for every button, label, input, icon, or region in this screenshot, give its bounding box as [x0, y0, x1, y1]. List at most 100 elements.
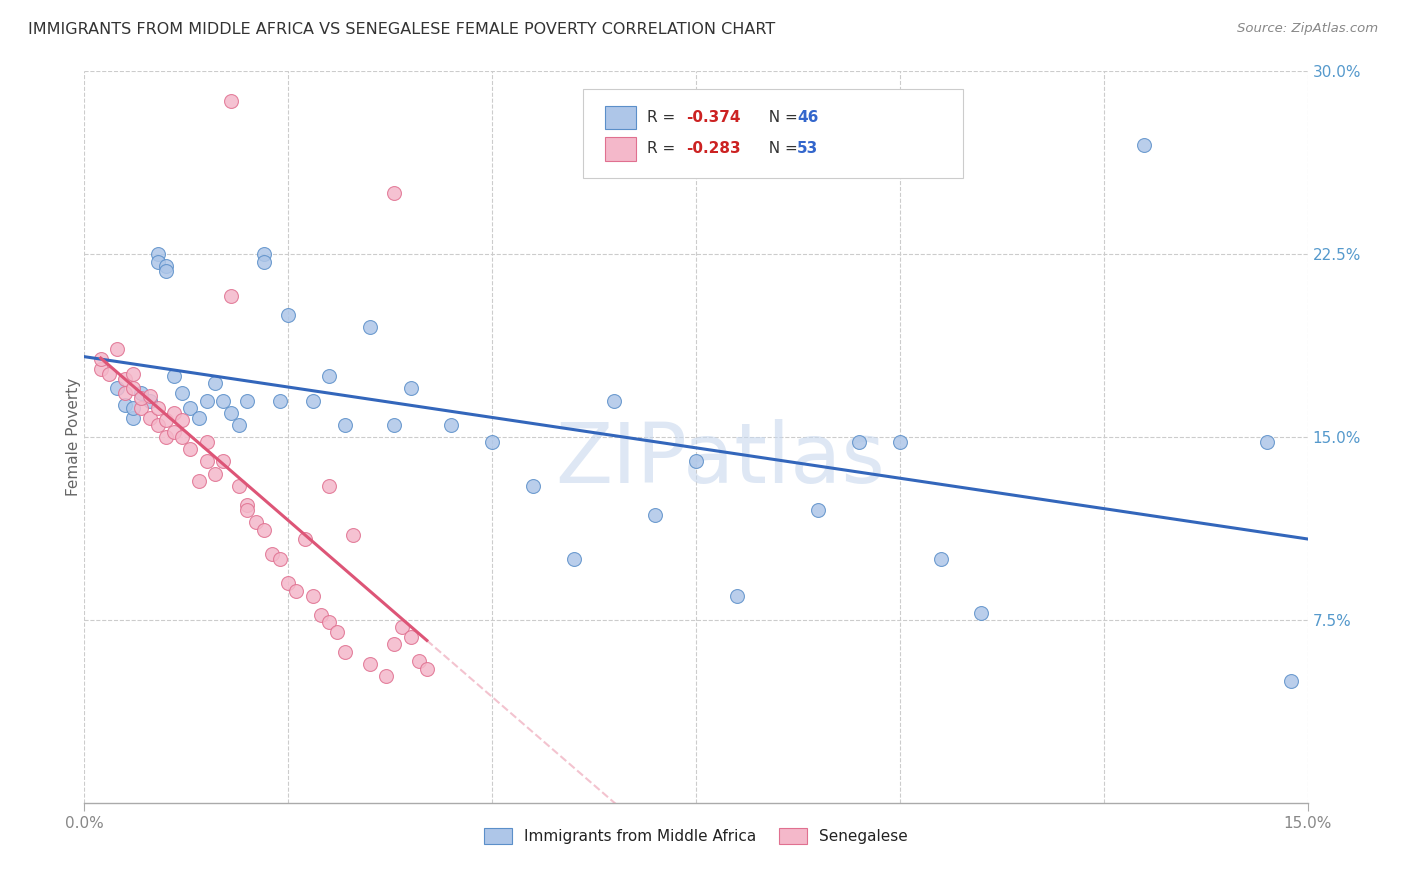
- Text: 46: 46: [797, 111, 818, 125]
- Point: [97, 367, 120, 381]
- Point: [342, 527, 364, 541]
- Point: [260, 547, 283, 561]
- Point: [416, 662, 439, 676]
- Point: [195, 393, 218, 408]
- Point: [131, 391, 153, 405]
- Point: [212, 393, 235, 408]
- Point: [725, 589, 748, 603]
- Point: [522, 479, 544, 493]
- Point: [179, 401, 201, 415]
- Point: [236, 499, 259, 513]
- Point: [212, 454, 235, 468]
- Point: [382, 417, 405, 432]
- Point: [179, 442, 201, 457]
- Text: -0.283: -0.283: [686, 142, 741, 156]
- Point: [929, 552, 952, 566]
- Point: [359, 657, 381, 671]
- Point: [335, 417, 357, 432]
- Point: [382, 637, 405, 651]
- Point: [277, 576, 299, 591]
- Point: [219, 406, 242, 420]
- Point: [318, 615, 340, 630]
- Point: [163, 425, 186, 440]
- Point: [481, 434, 503, 449]
- Point: [146, 247, 169, 261]
- Point: [187, 410, 209, 425]
- Point: [122, 410, 145, 425]
- Point: [172, 413, 194, 427]
- Point: [253, 523, 276, 537]
- Point: [359, 320, 381, 334]
- Point: [187, 474, 209, 488]
- Point: [335, 645, 357, 659]
- Point: [970, 606, 993, 620]
- Text: 53: 53: [797, 142, 818, 156]
- Point: [253, 254, 276, 268]
- Point: [146, 401, 169, 415]
- Point: [399, 381, 422, 395]
- Point: [277, 308, 299, 322]
- Point: [269, 393, 291, 408]
- Point: [155, 413, 177, 427]
- Point: [122, 367, 145, 381]
- Text: Source: ZipAtlas.com: Source: ZipAtlas.com: [1237, 22, 1378, 36]
- Point: [236, 503, 259, 517]
- Point: [155, 260, 177, 274]
- Point: [204, 376, 226, 391]
- Point: [375, 669, 398, 683]
- Point: [90, 352, 112, 367]
- Point: [195, 454, 218, 468]
- Text: N =: N =: [759, 111, 803, 125]
- Point: [172, 386, 194, 401]
- Point: [155, 264, 177, 278]
- Point: [195, 434, 218, 449]
- Text: ZIPatlas: ZIPatlas: [555, 418, 886, 500]
- Point: [131, 401, 153, 415]
- Point: [603, 393, 626, 408]
- Point: [163, 406, 186, 420]
- Point: [253, 247, 276, 261]
- Point: [138, 393, 160, 408]
- Point: [285, 583, 308, 598]
- Point: [122, 381, 145, 395]
- Text: R =: R =: [647, 111, 681, 125]
- Point: [399, 630, 422, 644]
- Point: [294, 533, 316, 547]
- Point: [228, 417, 250, 432]
- Point: [889, 434, 911, 449]
- Point: [236, 393, 259, 408]
- Point: [114, 398, 136, 412]
- Point: [269, 552, 291, 566]
- Point: [1279, 673, 1302, 688]
- Point: [562, 552, 585, 566]
- Point: [138, 389, 160, 403]
- Point: [204, 467, 226, 481]
- Point: [105, 381, 128, 395]
- Point: [146, 417, 169, 432]
- Point: [1256, 434, 1278, 449]
- Point: [155, 430, 177, 444]
- Point: [440, 417, 463, 432]
- Point: [219, 94, 242, 108]
- Point: [326, 625, 349, 640]
- Point: [301, 589, 323, 603]
- Point: [301, 393, 323, 408]
- Point: [408, 654, 430, 668]
- Point: [309, 608, 332, 623]
- Point: [122, 401, 145, 415]
- Point: [1133, 137, 1156, 152]
- Point: [138, 410, 160, 425]
- Point: [114, 371, 136, 385]
- Point: [245, 516, 267, 530]
- Text: N =: N =: [759, 142, 803, 156]
- Point: [807, 503, 830, 517]
- Text: R =: R =: [647, 142, 681, 156]
- Point: [146, 254, 169, 268]
- Point: [163, 369, 186, 384]
- Point: [318, 369, 340, 384]
- Point: [131, 386, 153, 401]
- Legend: Immigrants from Middle Africa, Senegalese: Immigrants from Middle Africa, Senegales…: [478, 822, 914, 850]
- Point: [382, 186, 405, 201]
- Point: [318, 479, 340, 493]
- Point: [391, 620, 413, 634]
